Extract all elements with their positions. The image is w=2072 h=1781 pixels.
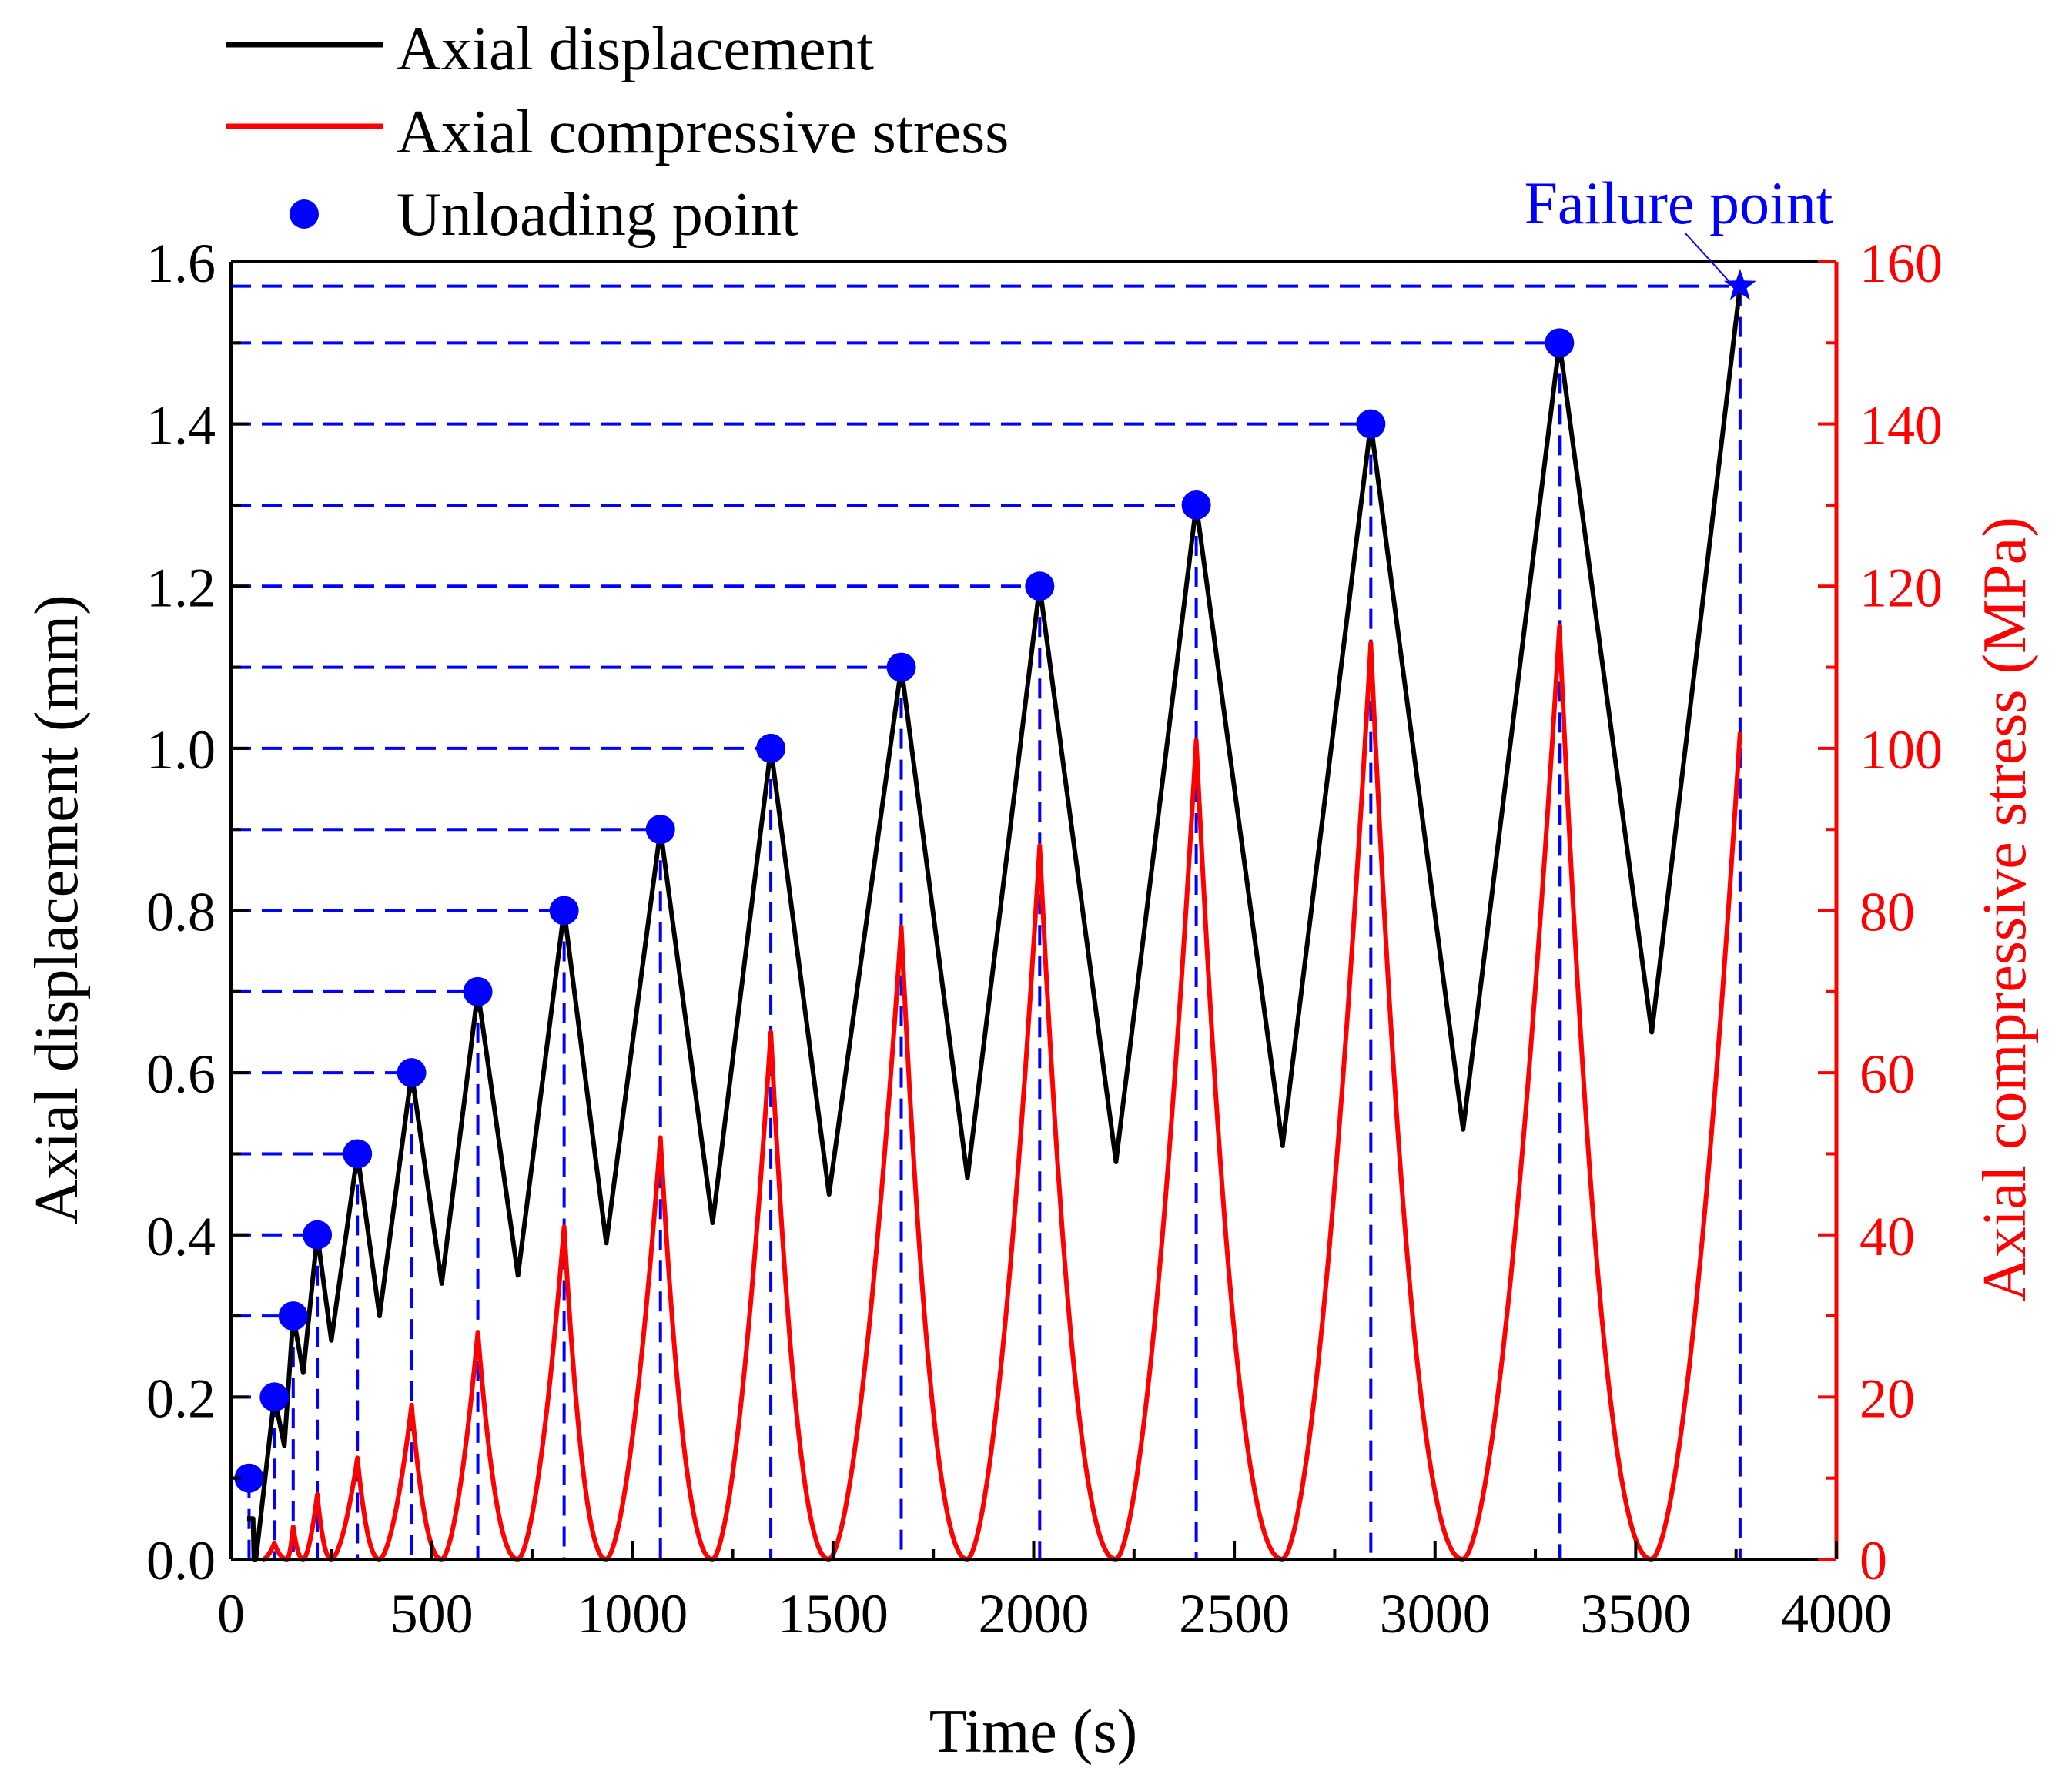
- y2-tick-label: 160: [1859, 233, 1943, 294]
- x-tick-label: 2000: [979, 1583, 1090, 1645]
- unloading-point-marker: [303, 1220, 333, 1250]
- axes: 0 500 1000 1500 2000 2500 3000 3500 40000.00.20.…: [146, 233, 1943, 1645]
- plot-area: [231, 269, 1756, 1562]
- y-tick-label: 0.8: [146, 882, 216, 943]
- unloading-point-marker: [886, 652, 916, 682]
- unloading-point-marker: [278, 1301, 308, 1331]
- unloading-point-marker: [343, 1139, 373, 1169]
- y2-tick-label: 60: [1859, 1043, 1915, 1105]
- y2-tick-label: 100: [1859, 719, 1943, 781]
- y-tick-label: 0.4: [146, 1206, 216, 1267]
- y-tick-label: 1.2: [146, 557, 216, 618]
- unloading-point-marker: [463, 976, 493, 1006]
- x-tick-label: 0: [217, 1583, 245, 1645]
- x-tick-label: 1500: [778, 1583, 889, 1645]
- legend: Axial displacement Axial compressive str…: [226, 15, 1009, 249]
- unloading-point-marker: [234, 1463, 264, 1493]
- failure-point-marker: [1724, 269, 1756, 300]
- series-line-axial-compressive-stress: [261, 624, 1742, 1562]
- x-tick-label: 3500: [1580, 1583, 1691, 1645]
- y-tick-label: 0.2: [146, 1368, 216, 1429]
- x-tick-label: 500: [390, 1583, 474, 1645]
- unloading-point-marker: [645, 815, 675, 845]
- legend-label-displacement: Axial displacement: [397, 15, 874, 83]
- y-axis-title: Axial displacement (mm): [23, 594, 91, 1224]
- x-tick-label: 1000: [577, 1583, 688, 1645]
- unloading-point-marker: [756, 733, 786, 763]
- x-tick-label: 4000: [1781, 1583, 1892, 1645]
- x-tick-label: 2500: [1179, 1583, 1290, 1645]
- unloading-point-marker: [259, 1382, 290, 1412]
- y2-tick-label: 20: [1859, 1368, 1915, 1429]
- unloading-point-marker: [1181, 490, 1211, 520]
- y2-tick-label: 140: [1859, 395, 1943, 457]
- y-tick-label: 0.0: [146, 1530, 216, 1592]
- unloading-point-marker: [1356, 409, 1386, 439]
- legend-label-unloading: Unloading point: [397, 181, 798, 249]
- failure-annotation-label: Failure point: [1525, 169, 1833, 236]
- y-tick-label: 1.0: [146, 719, 216, 781]
- legend-marker-unloading: [290, 199, 319, 229]
- y-tick-label: 0.6: [146, 1043, 216, 1105]
- y2-tick-label: 120: [1859, 557, 1943, 618]
- unloading-point-marker: [549, 896, 579, 926]
- unloading-point-marker: [1545, 328, 1575, 358]
- x-tick-label: 3000: [1380, 1583, 1491, 1645]
- x-axis-title: Time (s): [929, 1698, 1137, 1766]
- y2-tick-label: 80: [1859, 882, 1915, 943]
- y2-axis-title: Axial compressive stress (MPa): [1971, 517, 2039, 1302]
- y2-tick-label: 40: [1859, 1206, 1915, 1267]
- y-tick-label: 1.4: [146, 395, 216, 457]
- y-tick-label: 1.6: [146, 233, 216, 294]
- unloading-point-marker: [1025, 571, 1055, 601]
- unloading-point-marker: [397, 1058, 427, 1088]
- legend-label-stress: Axial compressive stress: [397, 99, 1009, 166]
- y2-tick-label: 0: [1859, 1530, 1887, 1592]
- failure-annotation-leader: [1684, 232, 1732, 284]
